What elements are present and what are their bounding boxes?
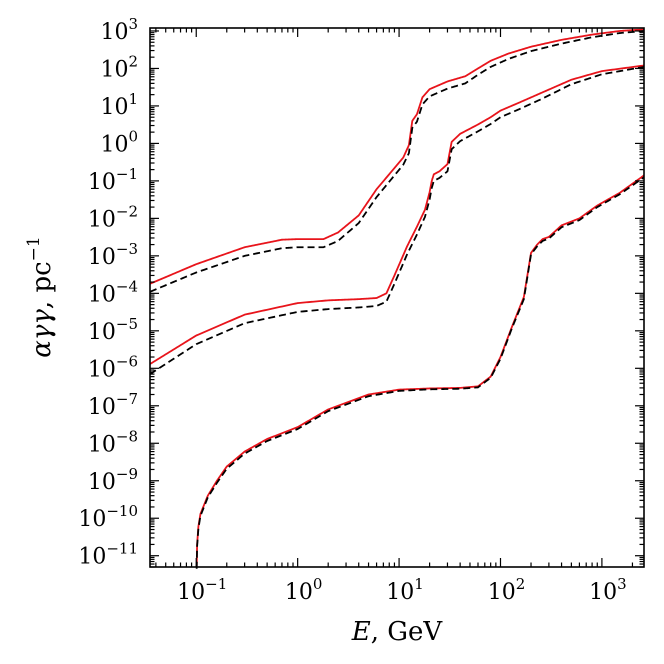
y-tick-label: 10−7 — [88, 390, 138, 420]
y-axis-label: αγγ, pc−1 — [24, 236, 57, 357]
y-tick-label: 10−4 — [88, 277, 138, 307]
y-tick-label: 10−3 — [88, 240, 138, 270]
y-tick-label: 101 — [100, 90, 138, 120]
x-tick-label: 101 — [386, 575, 424, 605]
y-tick-label: 10−2 — [88, 202, 138, 232]
y-tick-label: 10−6 — [88, 352, 138, 382]
x-tick-labels: 10−1 100 101 102 103 — [177, 575, 627, 605]
y-axis-label-exp: −1 — [24, 236, 44, 261]
x-tick-label: 103 — [589, 575, 627, 605]
y-tick-labels: 10−11 10−10 10−9 10−8 10−7 10−6 10−5 10−4 10−3 10… — [78, 15, 138, 570]
series-upper-solid — [149, 28, 645, 285]
y-tick-label: 103 — [100, 15, 138, 45]
y-tick-label: 10−11 — [78, 540, 138, 570]
series-layer — [149, 28, 645, 569]
y-tick-label: 10−10 — [78, 502, 138, 532]
y-tick-label: 100 — [100, 127, 138, 157]
x-tick-label: 100 — [285, 575, 323, 605]
y-tick-label: 10−1 — [88, 165, 138, 195]
plot-background — [150, 28, 644, 567]
x-tick-label: 102 — [488, 575, 526, 605]
y-axis-label-unit: , pc — [27, 261, 57, 309]
x-axis-label: E, GeV — [351, 617, 444, 647]
series-upper-dashed — [149, 30, 645, 293]
plot-frame — [149, 27, 645, 568]
y-tick-label: 10−9 — [88, 465, 138, 495]
y-tick-label: 10−5 — [88, 315, 138, 345]
series-middle-dashed — [149, 66, 645, 375]
y-tick-label: 102 — [100, 52, 138, 82]
x-axis-label-unit: , GeV — [371, 617, 444, 647]
x-axis-label-var: E — [351, 617, 371, 647]
y-tick-label: 10−8 — [88, 427, 138, 457]
x-tick-label: 10−1 — [177, 575, 227, 605]
series-lower-dashed — [195, 176, 645, 569]
series-middle-solid — [149, 64, 645, 365]
y-axis-label-var: αγγ — [27, 309, 57, 358]
series-lower-solid — [195, 174, 645, 568]
